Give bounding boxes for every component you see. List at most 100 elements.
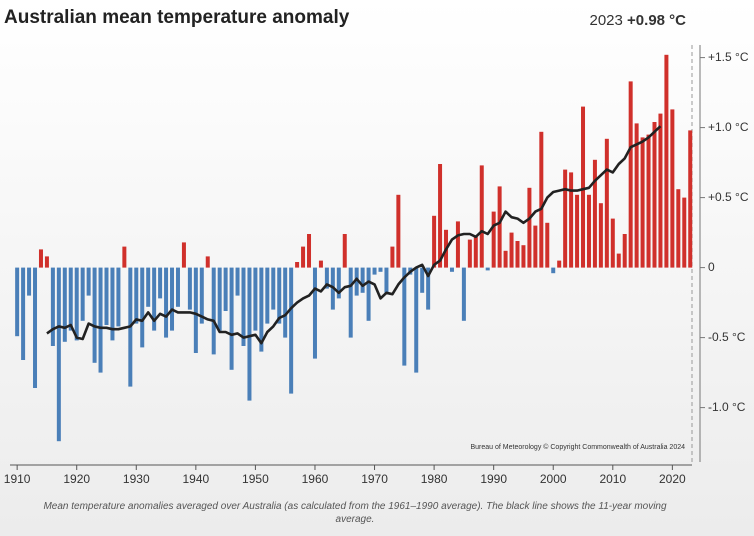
bar	[628, 81, 633, 268]
bar	[307, 234, 312, 268]
bar	[146, 267, 151, 307]
bar	[682, 197, 687, 268]
chart-title: Australian mean temperature anomaly	[4, 7, 350, 28]
bar	[485, 267, 490, 271]
bar	[533, 225, 538, 268]
bar	[259, 267, 264, 352]
bar	[390, 246, 395, 268]
bar	[318, 260, 323, 268]
bar	[38, 249, 43, 268]
bar	[86, 267, 91, 296]
bar	[652, 122, 657, 268]
bar	[592, 159, 597, 268]
bar	[598, 203, 603, 268]
bar	[74, 267, 79, 341]
bar	[664, 54, 669, 268]
bar	[414, 267, 419, 373]
bar	[170, 267, 175, 331]
bar	[551, 267, 556, 274]
bar	[116, 267, 121, 327]
bar	[193, 267, 198, 353]
bar	[563, 169, 568, 268]
bar	[265, 267, 270, 324]
bar	[283, 267, 288, 338]
bar	[378, 267, 383, 272]
bar	[354, 267, 359, 296]
bar	[515, 241, 520, 268]
bar	[640, 137, 645, 268]
y-tick-label: +1.5 °C	[708, 50, 749, 64]
bar	[247, 267, 252, 401]
bar	[140, 267, 145, 348]
bar	[21, 267, 26, 360]
bar	[491, 211, 496, 268]
bar	[33, 267, 38, 388]
y-tick-label: -0.5 °C	[708, 330, 746, 344]
bar	[396, 194, 401, 268]
bar	[62, 267, 67, 342]
bar	[676, 189, 681, 268]
bar	[295, 262, 300, 268]
bar	[467, 239, 472, 268]
bar	[271, 267, 276, 310]
x-tick-label: 2010	[599, 472, 626, 486]
bar	[134, 267, 139, 324]
bar	[670, 109, 675, 268]
bar	[92, 267, 97, 363]
bar	[336, 267, 341, 299]
bar	[557, 260, 562, 268]
bar	[527, 187, 532, 268]
bar	[503, 250, 508, 268]
bar	[622, 234, 627, 268]
latest-annotation: 2023 +0.98 °C	[590, 12, 687, 29]
bar	[56, 267, 61, 442]
bar	[616, 253, 621, 268]
bar	[360, 267, 365, 293]
y-tick-label: +1.0 °C	[708, 120, 749, 134]
x-tick-label: 1920	[63, 472, 90, 486]
bar	[658, 113, 663, 268]
bar	[241, 267, 246, 346]
bar	[181, 242, 186, 268]
bar	[479, 165, 484, 268]
bar	[50, 267, 55, 346]
bar	[610, 218, 615, 268]
bar	[253, 267, 258, 331]
bar	[366, 267, 371, 321]
bar	[438, 164, 443, 268]
bar	[289, 267, 294, 394]
bar	[384, 267, 389, 293]
bar	[277, 267, 282, 324]
bar	[199, 267, 204, 324]
bar	[545, 222, 550, 268]
bar	[586, 194, 591, 268]
bar	[223, 267, 228, 311]
bar	[473, 236, 478, 268]
moving-average-line	[46, 125, 662, 345]
bar	[688, 130, 693, 268]
bar	[152, 267, 157, 331]
bar	[164, 267, 169, 338]
bar	[68, 267, 73, 331]
bar	[569, 172, 574, 268]
bar	[581, 106, 586, 268]
bar	[217, 267, 222, 331]
bar	[575, 194, 580, 268]
bar	[122, 246, 127, 268]
y-tick-label: 0	[708, 260, 715, 274]
bar	[235, 267, 240, 296]
bar	[229, 267, 234, 370]
source-note: Bureau of Meteorology © Copyright Common…	[471, 443, 686, 451]
bar	[342, 234, 347, 268]
bar	[509, 232, 514, 268]
y-tick-label: +0.5 °C	[708, 190, 749, 204]
x-tick-label: 1960	[302, 472, 329, 486]
x-tick-label: 2020	[659, 472, 686, 486]
bar	[348, 267, 353, 338]
y-tick-label: -1.0 °C	[708, 400, 746, 414]
caption: Mean temperature anomalies averaged over…	[43, 501, 667, 525]
bar	[15, 267, 20, 337]
x-tick-label: 1940	[182, 472, 209, 486]
x-tick-label: 2000	[540, 472, 567, 486]
bar	[187, 267, 192, 310]
